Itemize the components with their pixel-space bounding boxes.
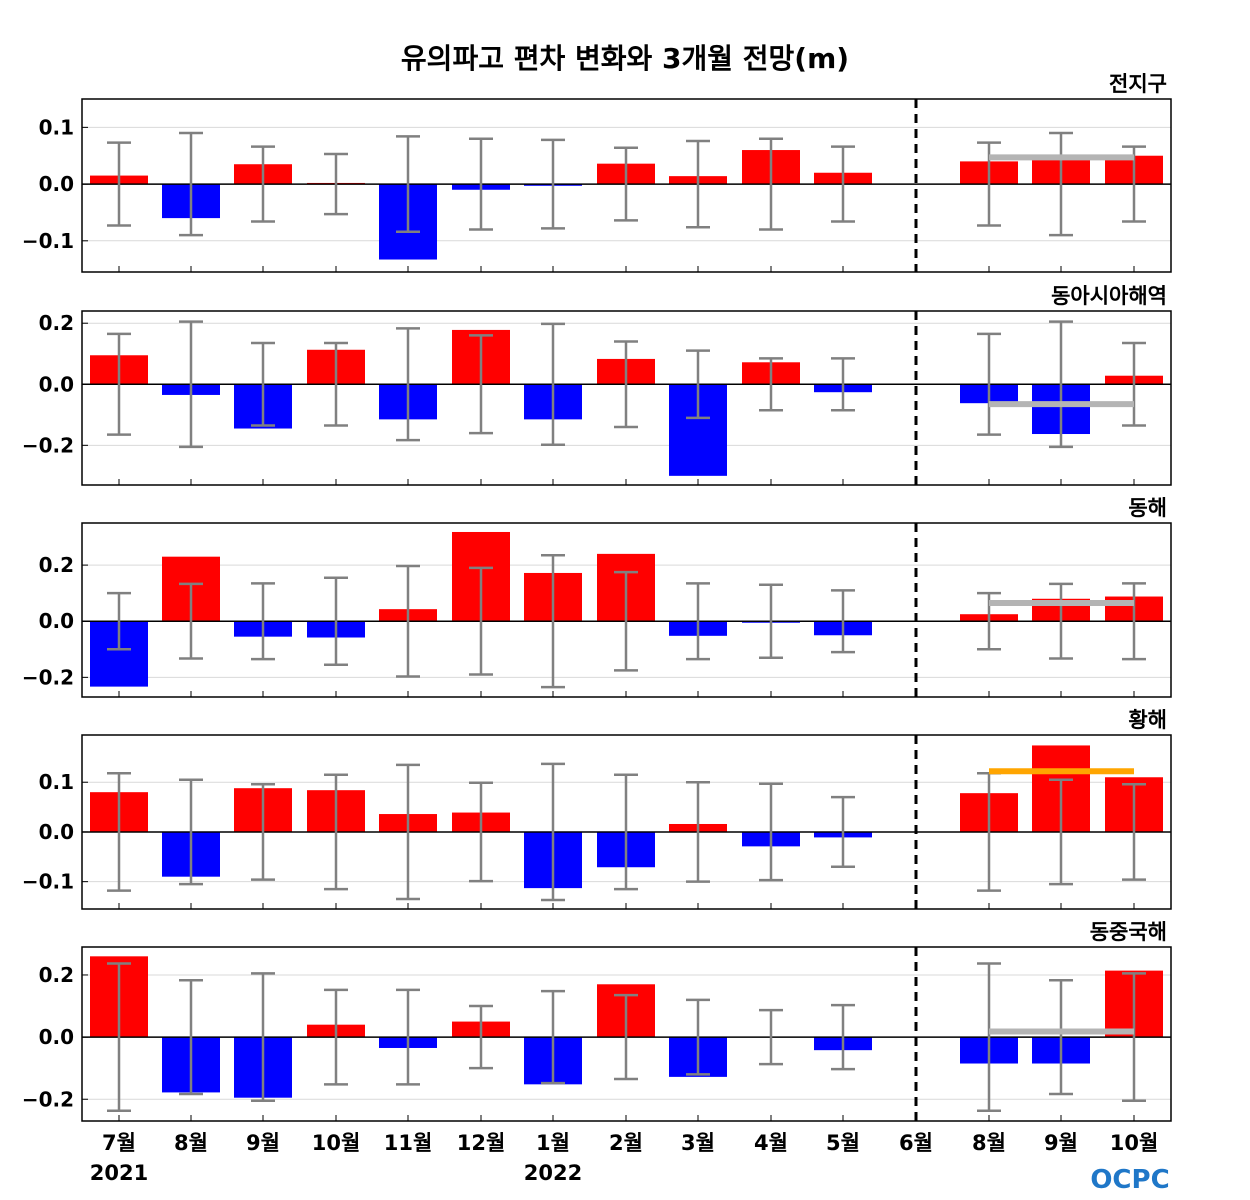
x-tick-label: 9월 — [1044, 1131, 1078, 1155]
y-tick-label: −0.2 — [22, 1087, 74, 1111]
y-tick-label: 0.2 — [39, 553, 74, 577]
panel-5: 동중국해 −0.2 0.0 0.2 — [22, 920, 1172, 1122]
y-tick-label: 0.0 — [39, 372, 74, 396]
x-tick-label: 4월 — [754, 1131, 788, 1155]
panel-3: 동해 −0.2 0.0 0.2 — [22, 496, 1172, 698]
panel-frame — [81, 522, 1172, 698]
x-tick-label: 11월 — [384, 1131, 433, 1155]
panel-label: 동중국해 — [1090, 920, 1167, 944]
panel-1: 전지구 −0.1 0.0 0.1 — [22, 72, 1172, 273]
panel-label: 황해 — [1128, 708, 1167, 732]
x-tick-label: 8월 — [174, 1131, 208, 1155]
y-tick-label: 0.2 — [39, 963, 74, 987]
y-tick-label: 0.0 — [39, 1025, 74, 1049]
panel-label: 동해 — [1128, 496, 1167, 520]
y-tick-label: 0.1 — [39, 115, 74, 139]
panel-4: 황해 −0.1 0.0 0.1 — [22, 708, 1172, 910]
panels: 전지구 −0.1 0.0 0.1 동아시아해역 −0.2 0.0 0.2 동해 −0.2 0.0 0.… — [22, 72, 1172, 1122]
x-tick-label: 10월 — [312, 1131, 361, 1155]
x-tick-label: 7월 — [102, 1131, 136, 1155]
x-tick-label: 5월 — [826, 1131, 860, 1155]
x-axis: 7월 8월 9월 10월 11월 12월 1월 2월 3월 4월 5월 6월 8월 9월 10월 2021 20… — [90, 1131, 1159, 1185]
panel-frame — [81, 310, 1172, 486]
y-tick-label: 0.2 — [39, 311, 74, 335]
panel-label: 동아시아해역 — [1051, 284, 1167, 308]
x-tick-label: 1월 — [536, 1131, 570, 1155]
y-tick-label: −0.2 — [22, 433, 74, 457]
y-tick-label: −0.2 — [22, 665, 74, 689]
ocpc-logo: OCPC — [1090, 1165, 1169, 1195]
chart-title: 유의파고 편차 변화와 3개월 전망(m) — [401, 42, 849, 75]
y-tick-label: −0.1 — [22, 870, 74, 894]
year-label: 2021 — [90, 1161, 148, 1185]
panel-frame — [81, 98, 1172, 273]
x-tick-label: 6월 — [899, 1131, 933, 1155]
x-tick-label: 3월 — [681, 1131, 715, 1155]
panel-frame — [81, 946, 1172, 1122]
x-tick-label: 9월 — [246, 1131, 280, 1155]
x-tick-label: 2월 — [609, 1131, 643, 1155]
y-tick-label: 0.0 — [39, 609, 74, 633]
x-tick-label: 8월 — [972, 1131, 1006, 1155]
x-tick-label: 10월 — [1110, 1131, 1159, 1155]
y-tick-label: −0.1 — [22, 229, 74, 253]
panel-2: 동아시아해역 −0.2 0.0 0.2 — [22, 284, 1172, 486]
x-tick-label: 12월 — [457, 1131, 506, 1155]
y-tick-label: 0.1 — [39, 770, 74, 794]
year-label: 2022 — [524, 1161, 582, 1185]
panel-frame — [81, 734, 1172, 910]
panel-label: 전지구 — [1109, 72, 1167, 96]
y-tick-label: 0.0 — [39, 172, 74, 196]
y-tick-label: 0.0 — [39, 820, 74, 844]
